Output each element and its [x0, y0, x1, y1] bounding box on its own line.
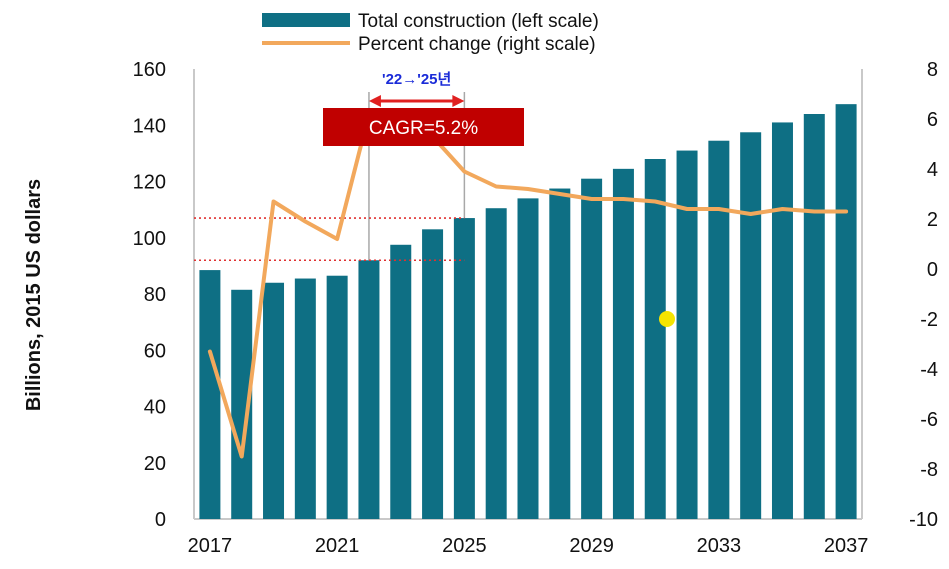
- bar-2018: [231, 289, 253, 519]
- bar-2024: [422, 229, 444, 519]
- annotations: '22→'25년 CAGR=5.2%: [323, 71, 675, 327]
- bar-2036: [803, 114, 825, 519]
- y2-tick-label: -10: [909, 509, 938, 531]
- y2-tick-label: -2: [920, 309, 938, 331]
- x-tick-label: 2033: [697, 535, 742, 557]
- bar-2035: [771, 122, 793, 519]
- legend-bar-label: Total construction (left scale): [358, 11, 599, 32]
- line-series: [207, 112, 849, 459]
- cagr-label: CAGR=5.2%: [369, 118, 478, 139]
- y-tick-label: 0: [155, 509, 166, 531]
- bar-2027: [517, 198, 539, 519]
- bar-2033: [708, 140, 730, 519]
- tick-labels: 0 20 40 60 80 100 120 140 160 -10 -8 -6 -4 -2 0 2 4 6 8 201…: [133, 59, 938, 557]
- bar-2032: [676, 150, 698, 519]
- y-axis-label: Billions, 2015 US dollars: [23, 179, 45, 411]
- x-tick-label: 2017: [188, 535, 233, 557]
- y-tick-label: 40: [144, 397, 166, 419]
- y-tick-label: 100: [133, 228, 166, 250]
- period-arrow-right-head: [452, 95, 465, 107]
- bar-2017: [199, 270, 221, 519]
- y-tick-label: 140: [133, 115, 166, 137]
- bar-2030: [612, 168, 634, 519]
- period-arrow-left-head: [368, 95, 381, 107]
- y2-tick-label: 2: [927, 209, 938, 231]
- percent-change-line: [207, 112, 849, 459]
- x-tick-label: 2037: [824, 535, 869, 557]
- bar-series: [199, 104, 857, 519]
- y-tick-label: 60: [144, 340, 166, 362]
- bar-2028: [549, 188, 571, 519]
- bar-2029: [581, 178, 603, 519]
- y2-tick-label: 8: [927, 59, 938, 81]
- y-tick-label: 160: [133, 59, 166, 81]
- y-tick-label: 20: [144, 453, 166, 475]
- y2-tick-label: -6: [920, 409, 938, 431]
- legend: Total construction (left scale) Percent …: [262, 11, 599, 55]
- period-label: '22→'25년: [382, 71, 451, 88]
- bar-2026: [485, 208, 507, 519]
- bar-2034: [740, 132, 762, 519]
- y2-tick-label: 0: [927, 259, 938, 281]
- legend-line-label: Percent change (right scale): [358, 34, 596, 55]
- y2-tick-label: 6: [927, 109, 938, 131]
- x-tick-label: 2021: [315, 535, 360, 557]
- yellow-marker-dot: [659, 311, 675, 327]
- bar-2037: [835, 104, 857, 519]
- bar-2021: [326, 275, 348, 519]
- bar-2019: [263, 282, 285, 519]
- y-tick-label: 120: [133, 172, 166, 194]
- y-tick-label: 80: [144, 284, 166, 306]
- bar-2025: [453, 218, 475, 519]
- bar-2020: [294, 278, 316, 519]
- y2-tick-label: 4: [927, 159, 938, 181]
- cagr-box: [323, 108, 524, 146]
- legend-bar-swatch: [262, 13, 350, 27]
- bar-2022: [358, 260, 380, 519]
- y2-tick-label: -8: [920, 459, 938, 481]
- x-tick-label: 2025: [442, 535, 487, 557]
- y2-tick-label: -4: [920, 359, 938, 381]
- x-tick-label: 2029: [569, 535, 614, 557]
- bar-2023: [390, 244, 412, 519]
- bar-2031: [644, 159, 666, 519]
